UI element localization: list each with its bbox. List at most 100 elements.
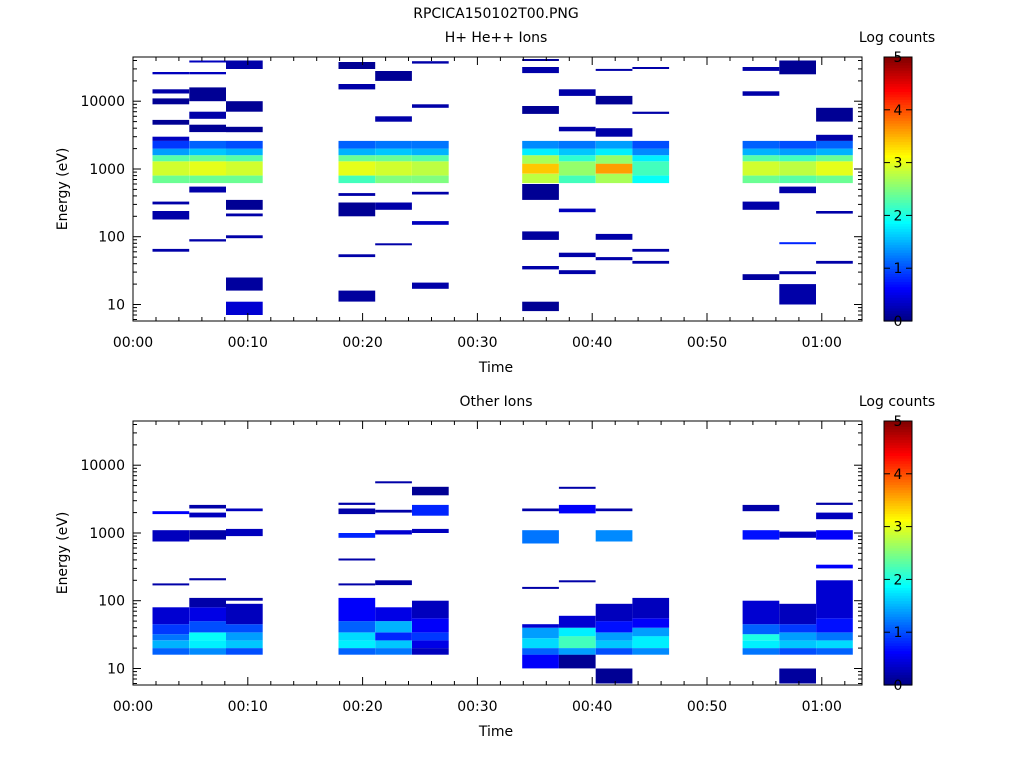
colorbar-gradient-step	[884, 634, 912, 639]
heatmap-cell	[522, 648, 559, 655]
heatmap-cell	[189, 512, 226, 518]
heatmap-cell	[632, 161, 670, 176]
colorbar-gradient-step	[884, 284, 912, 288]
x-tick-label: 00:40	[572, 335, 612, 351]
heatmap-cell	[595, 530, 633, 542]
colorbar-gradient-step	[884, 473, 912, 478]
heatmap-cell	[152, 98, 190, 105]
colorbar-gradient-step	[884, 566, 912, 570]
heatmap-cell	[189, 578, 226, 581]
heatmap-cell	[558, 208, 596, 213]
panel-title: H+ He++ Ions	[445, 30, 548, 46]
colorbar-gradient-step	[884, 286, 912, 290]
colorbar-gradient-step	[884, 88, 912, 92]
heatmap-cell	[152, 511, 190, 515]
colorbar-gradient-step	[884, 109, 912, 114]
x-tick-label: 00:20	[342, 335, 382, 351]
colorbar-gradient-step	[884, 260, 912, 264]
heatmap-cell	[226, 126, 263, 133]
heatmap-cell	[632, 67, 670, 69]
colorbar-gradient-step	[884, 123, 912, 127]
heatmap-cell	[742, 634, 780, 641]
colorbar-gradient-step	[884, 621, 912, 625]
colorbar-gradient-step	[884, 262, 912, 267]
colorbar-gradient-step	[884, 233, 912, 238]
heatmap-cell	[152, 148, 190, 156]
heatmap-cell	[816, 161, 853, 176]
heatmap-cell	[189, 239, 226, 242]
colorbar-gradient-step	[884, 196, 912, 201]
colorbar-gradient-step	[884, 99, 912, 103]
colorbar-gradient-step	[884, 204, 912, 209]
heatmap-cell	[816, 175, 853, 184]
heatmap-cell	[375, 148, 412, 156]
colorbar-gradient-step	[884, 682, 912, 686]
colorbar-gradient-step	[884, 605, 912, 610]
heatmap-cell	[189, 632, 226, 641]
colorbar-gradient-step	[884, 489, 912, 493]
heatmap-cell	[595, 603, 633, 622]
colorbar-gradient-step	[884, 611, 912, 615]
colorbar-gradient-step	[884, 67, 912, 71]
heatmap-cell	[226, 624, 263, 633]
heatmap-cell	[816, 107, 853, 122]
colorbar-gradient-step	[884, 537, 912, 541]
colorbar-gradient-step	[884, 426, 912, 430]
colorbar-gradient-step	[884, 107, 912, 111]
colorbar-gradient-step	[884, 252, 912, 256]
colorbar-tick-label: 4	[894, 467, 903, 483]
heatmap-cell	[152, 607, 190, 625]
heatmap-cell	[522, 508, 559, 512]
colorbar-gradient-step	[884, 91, 912, 95]
colorbar-gradient-step	[884, 78, 912, 82]
heatmap-cell	[338, 502, 376, 505]
heatmap-cell	[375, 640, 412, 649]
heatmap-cell	[412, 618, 449, 633]
heatmap-cell	[189, 186, 226, 193]
colorbar-gradient-step	[884, 305, 912, 309]
heatmap-cell	[338, 140, 376, 149]
colorbar-gradient-step	[884, 80, 912, 84]
heatmap-cell	[558, 140, 596, 149]
colorbar-gradient-step	[884, 236, 912, 240]
heatmap-cell	[742, 148, 780, 156]
colorbar-gradient-step	[884, 595, 912, 599]
heatmap-cell	[522, 163, 559, 174]
colorbar-gradient-step	[884, 460, 912, 464]
heatmap-cell	[338, 202, 376, 217]
heatmap-cell	[338, 648, 376, 655]
colorbar-gradient-step	[884, 70, 912, 74]
heatmap-cell	[412, 221, 449, 225]
heatmap-cell	[595, 648, 633, 655]
x-tick-label: 00:00	[113, 699, 153, 715]
colorbar-gradient-step	[884, 505, 912, 509]
colorbar-gradient-step	[884, 307, 912, 312]
colorbar-gradient-step	[884, 553, 912, 557]
y-tick-label: 1000	[89, 162, 125, 178]
heatmap-cell	[779, 624, 816, 633]
heatmap-cell	[779, 155, 816, 162]
colorbar-gradient-step	[884, 531, 912, 536]
heatmap-cell	[816, 502, 853, 505]
colorbar-gradient-step	[884, 613, 912, 617]
colorbar-gradient-step	[884, 59, 912, 63]
colorbar-gradient-step	[884, 600, 912, 604]
colorbar-gradient-step	[884, 444, 912, 448]
heatmap-cell	[189, 124, 226, 133]
colorbar-gradient-step	[884, 642, 912, 646]
heatmap-cell	[152, 640, 190, 649]
colorbar-gradient-step	[884, 679, 912, 683]
heatmap-cell	[742, 67, 780, 71]
colorbar-gradient-step	[884, 239, 912, 243]
heatmap-cell	[558, 580, 596, 583]
heatmap-cell	[226, 140, 263, 149]
colorbar-gradient-step	[884, 558, 912, 562]
heatmap-cell	[226, 528, 263, 537]
colorbar-gradient-step	[884, 626, 912, 631]
heatmap-cell	[522, 586, 559, 589]
heatmap-cell	[189, 161, 226, 176]
y-tick-label: 100	[98, 594, 125, 610]
heatmap-cell	[595, 640, 633, 649]
colorbar-gradient-step	[884, 463, 912, 467]
heatmap-cell	[152, 530, 190, 542]
